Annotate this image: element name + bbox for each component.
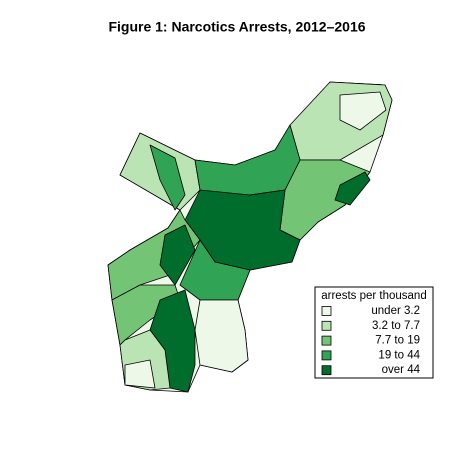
tract-region: [339, 91, 387, 131]
choropleth-map: [107, 81, 393, 393]
legend-swatch: [321, 365, 332, 376]
legend-swatch: [321, 306, 332, 316]
legend-label: 19 to 44: [378, 349, 420, 361]
tract-region: [194, 299, 249, 373]
legend-label: over 44: [382, 364, 421, 376]
legend-swatch: [321, 320, 332, 331]
legend-box: [314, 286, 434, 379]
legend-swatch: [321, 335, 332, 346]
legend-label: 3.2 to 7.7: [372, 320, 420, 332]
legend-items: under 3.2 3.2 to 7.7 7.7 to 19 19 to 44 over…: [321, 305, 421, 376]
tract-region: [334, 171, 371, 206]
legend-swatch: [321, 350, 332, 361]
legend-title: arrests per thousand: [321, 290, 426, 302]
tract-region: [124, 359, 156, 389]
tract-region: [159, 224, 196, 286]
tract-region: [149, 144, 186, 211]
legend-label: 7.7 to 19: [375, 335, 420, 347]
legend-label: under 3.2: [371, 305, 420, 317]
map-title: Figure 1: Narcotics Arrests, 2012–2016: [108, 19, 365, 35]
tract-region: [194, 124, 301, 196]
legend: arrests per thousand under 3.2 3.2 to 7.7…: [314, 286, 434, 379]
